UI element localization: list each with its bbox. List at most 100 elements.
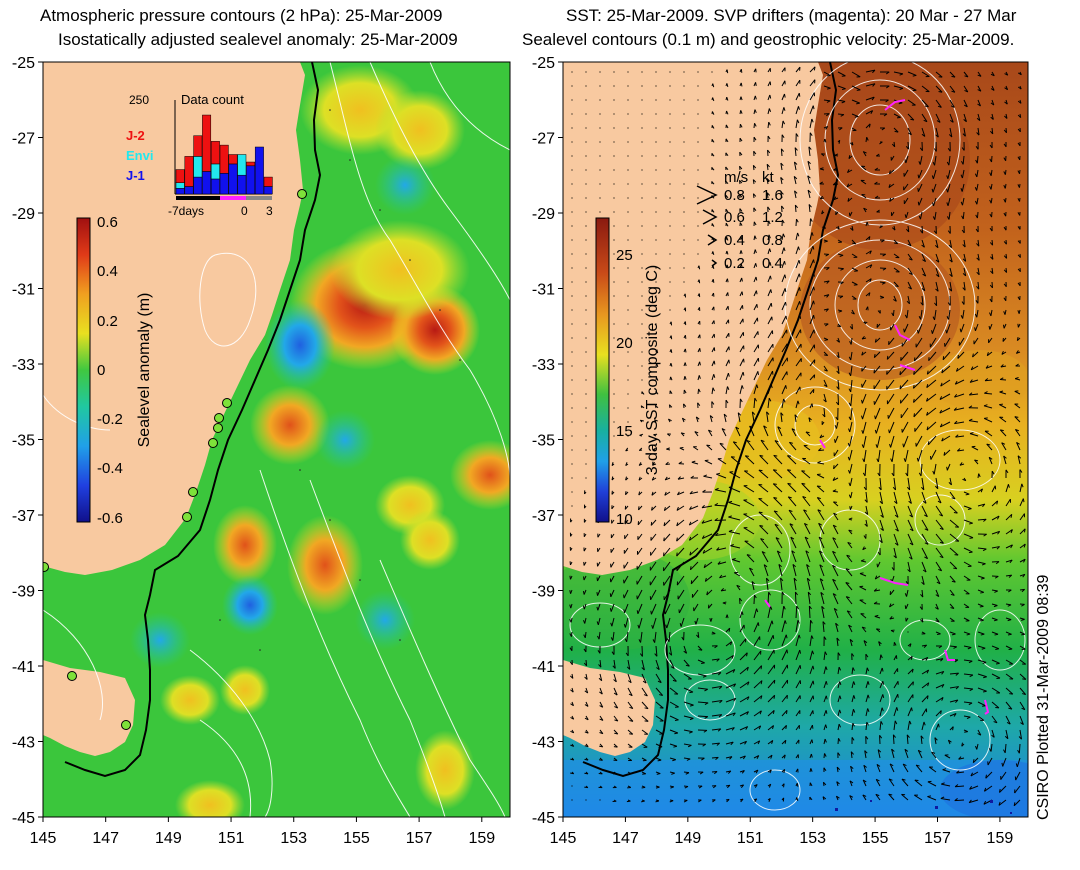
velocity-arrow-head bbox=[783, 398, 786, 403]
velocity-arrow-head bbox=[676, 537, 678, 542]
velocity-arrow bbox=[879, 721, 882, 731]
velocity-arrow bbox=[963, 71, 969, 78]
velocity-arrow bbox=[931, 323, 937, 334]
velocity-arrow bbox=[949, 477, 952, 485]
velocity-arrow-head bbox=[838, 738, 841, 742]
velocity-arrow-head bbox=[966, 716, 971, 720]
velocity-arrow bbox=[716, 547, 727, 551]
velocity-arrow-head bbox=[796, 605, 799, 610]
velocity-dot bbox=[655, 337, 657, 339]
velocity-arrow-head bbox=[741, 385, 744, 389]
velocity-arrow-head bbox=[766, 163, 770, 168]
velocity-arrow bbox=[935, 658, 944, 661]
velocity-arrow bbox=[941, 783, 951, 787]
velocity-arrow bbox=[949, 505, 958, 514]
velocity-arrow bbox=[781, 679, 788, 689]
velocity-arrow bbox=[963, 659, 973, 662]
velocity-arrow bbox=[725, 332, 730, 339]
velocity-arrow-head bbox=[794, 190, 798, 194]
velocity-arrow bbox=[984, 392, 993, 395]
velocity-arrow bbox=[851, 267, 858, 272]
velocity-arrow-head bbox=[904, 159, 907, 164]
velocity-arrow-head bbox=[881, 239, 885, 243]
velocity-arrow-head bbox=[656, 667, 660, 671]
velocity-arrow bbox=[611, 617, 615, 627]
velocity-arrow-head bbox=[775, 537, 780, 540]
velocity-arrow-head bbox=[1015, 350, 1019, 354]
velocity-arrow bbox=[725, 697, 736, 703]
velocity-dot bbox=[571, 463, 573, 465]
velocity-arrow-head bbox=[684, 786, 689, 789]
velocity-arrow-head bbox=[614, 706, 618, 709]
velocity-arrow-head bbox=[706, 444, 711, 447]
velocity-arrow-head bbox=[703, 564, 706, 568]
velocity-arrow bbox=[890, 323, 895, 331]
velocity-arrow bbox=[795, 724, 800, 731]
velocity-arrow-head bbox=[921, 486, 925, 491]
velocity-arrow-head bbox=[629, 706, 633, 710]
velocity-arrow bbox=[781, 260, 785, 269]
inset-bar bbox=[184, 156, 194, 187]
velocity-arrow-head bbox=[794, 147, 798, 151]
velocity-arrow bbox=[949, 617, 955, 622]
velocity-arrow bbox=[970, 771, 979, 777]
velocity-arrow-head bbox=[760, 538, 765, 541]
velocity-dot bbox=[585, 309, 587, 311]
velocity-dot bbox=[571, 295, 573, 297]
velocity-arrow bbox=[875, 779, 881, 787]
velocity-arrow bbox=[650, 547, 657, 556]
velocity-arrow-head bbox=[836, 354, 840, 359]
velocity-arrow-head bbox=[799, 649, 802, 654]
velocity-arrow bbox=[906, 309, 909, 319]
velocity-arrow-head bbox=[609, 593, 612, 597]
velocity-arrow-head bbox=[972, 759, 975, 763]
velocity-arrow-head bbox=[737, 412, 742, 416]
velocity-arrow-head bbox=[684, 348, 687, 353]
velocity-arrow-head bbox=[1022, 498, 1025, 503]
velocity-arrow bbox=[983, 405, 993, 409]
velocity-arrow-head bbox=[962, 258, 967, 262]
velocity-arrow-head bbox=[820, 592, 824, 596]
velocity-arrow-head bbox=[671, 772, 675, 775]
velocity-arrow-head bbox=[754, 784, 758, 788]
velocity-dot bbox=[683, 211, 685, 213]
velocity-arrow bbox=[963, 505, 972, 510]
velocity-arrow-head bbox=[917, 201, 920, 206]
velocity-arrow-head bbox=[798, 634, 801, 639]
velocity-arrow bbox=[809, 635, 813, 647]
velocity-arrow bbox=[795, 695, 801, 703]
velocity-arrow bbox=[957, 351, 965, 359]
velocity-arrow bbox=[767, 370, 773, 381]
velocity-dot bbox=[641, 281, 643, 283]
velocity-arrow bbox=[977, 715, 985, 721]
velocity-arrow-head bbox=[862, 472, 866, 477]
velocity-arrow bbox=[991, 645, 999, 650]
velocity-dot bbox=[641, 197, 643, 199]
velocity-arrow-head bbox=[849, 506, 851, 510]
velocity-arrow-head bbox=[796, 783, 799, 787]
velocity-arrow-head bbox=[1004, 87, 1008, 91]
velocity-dot bbox=[585, 407, 587, 409]
velocity-arrow bbox=[917, 750, 923, 759]
velocity-arrow-head bbox=[838, 723, 841, 728]
velocity-arrow-head bbox=[836, 370, 840, 374]
velocity-arrow bbox=[970, 365, 979, 371]
velocity-arrow bbox=[921, 99, 929, 108]
velocity-arrow-head bbox=[736, 584, 741, 588]
sst-speckle bbox=[835, 800, 1012, 814]
velocity-arrow-head bbox=[950, 607, 955, 609]
velocity-arrow bbox=[921, 253, 927, 262]
velocity-arrow-head bbox=[783, 769, 786, 774]
velocity-arrow bbox=[837, 695, 841, 703]
velocity-arrow-head bbox=[957, 354, 959, 359]
velocity-dot bbox=[571, 491, 573, 493]
velocity-arrow bbox=[963, 533, 974, 539]
velocity-arrow bbox=[919, 155, 923, 165]
velocity-legend-ms: 0.4 bbox=[724, 232, 745, 249]
velocity-arrow-head bbox=[772, 635, 775, 639]
velocity-arrow bbox=[1004, 743, 1007, 753]
velocity-arrow-head bbox=[954, 784, 959, 788]
velocity-arrow bbox=[956, 365, 965, 372]
velocity-dot bbox=[599, 211, 601, 213]
velocity-arrow bbox=[709, 415, 713, 423]
